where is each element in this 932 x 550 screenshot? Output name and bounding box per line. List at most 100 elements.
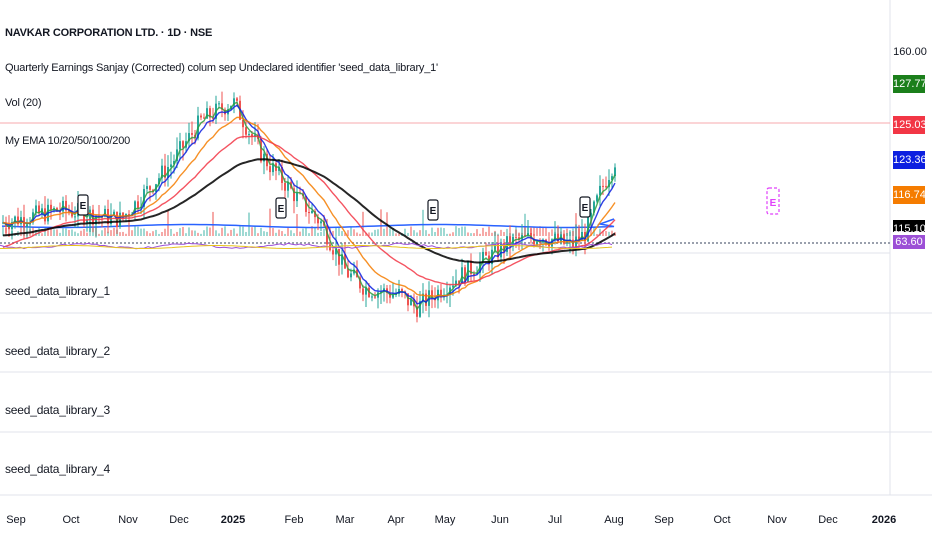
pane-label-3[interactable]: seed_data_library_3: [5, 403, 110, 417]
volume-bar: [218, 233, 220, 236]
volume-bar: [197, 232, 199, 236]
time-axis-label: Sep: [6, 514, 26, 526]
volume-bar: [359, 233, 361, 236]
volume-bar: [551, 229, 553, 236]
candle-body: [416, 306, 418, 317]
volume-bar: [608, 231, 610, 236]
time-axis-label: 2026: [871, 514, 897, 526]
volume-bar: [413, 230, 415, 236]
candle-body: [332, 250, 334, 255]
candle-body: [407, 293, 409, 306]
candle-body: [296, 192, 298, 202]
indicator-volume-label[interactable]: Vol (20): [5, 97, 42, 109]
earnings-marker: [579, 196, 591, 218]
indicator-ema-label[interactable]: My EMA 10/20/50/100/200: [5, 135, 131, 147]
pane-label-1[interactable]: seed_data_library_1: [5, 284, 110, 298]
candle-body: [149, 186, 151, 190]
time-axis-label: Aug: [604, 514, 624, 526]
volume-bar: [488, 226, 490, 236]
symbol-title[interactable]: NAVKAR CORPORATION LTD. · 1D · NSE: [5, 27, 213, 39]
volume-bar: [296, 214, 298, 236]
volume-bar: [278, 229, 280, 236]
volume-bar: [533, 227, 535, 236]
candle-body: [248, 134, 250, 136]
volume-bar: [374, 229, 376, 236]
pane-label-2[interactable]: seed_data_library_2: [5, 344, 110, 358]
volume-bar: [119, 232, 121, 236]
candle-body: [458, 280, 460, 284]
volume-bar: [446, 233, 448, 236]
candle-body: [461, 267, 463, 284]
volume-bar: [128, 226, 130, 236]
volume-bar: [377, 229, 379, 236]
candle-body: [74, 216, 76, 218]
candle-body: [50, 204, 52, 210]
candle-body: [401, 289, 403, 292]
candle-body: [293, 188, 295, 202]
volume-bar: [395, 233, 397, 236]
volume-bar: [20, 227, 22, 236]
volume-bar: [419, 230, 421, 236]
volume-bar: [350, 227, 352, 236]
candle-body: [269, 166, 271, 173]
volume-bar: [188, 227, 190, 236]
volume-bar: [449, 233, 451, 236]
volume-bar: [443, 228, 445, 236]
volume-bar: [470, 233, 472, 236]
candle-body: [38, 205, 40, 214]
volume-bar: [392, 227, 394, 236]
candle-body: [305, 196, 307, 212]
volume-bar: [464, 226, 466, 236]
candle-body: [122, 212, 124, 218]
volume-bar: [266, 231, 268, 236]
candle-body: [245, 127, 247, 135]
price-tag-ema20: 123.36: [893, 151, 927, 169]
time-axis-label: Jul: [547, 514, 563, 526]
candle-body: [509, 236, 511, 247]
candle-body: [35, 205, 37, 213]
candle-body: [65, 200, 67, 211]
volume-bar: [233, 228, 235, 236]
candle-body: [533, 238, 535, 245]
volume-bar: [287, 226, 289, 236]
candle-body: [482, 251, 484, 262]
volume-bar: [107, 231, 109, 236]
volume-bar: [71, 229, 73, 236]
price-tag-ema50: 116.74: [893, 186, 926, 204]
time-axis-label: May: [434, 514, 456, 526]
volume-bar: [131, 230, 133, 236]
candle-body: [611, 176, 613, 180]
volume-bar: [251, 227, 253, 236]
volume-bar: [269, 208, 271, 236]
candle-body: [596, 195, 598, 202]
volume-bar: [104, 227, 106, 236]
pane-label-4[interactable]: seed_data_library_4: [5, 462, 110, 476]
candle-body: [341, 254, 343, 265]
volume-bar: [437, 227, 439, 236]
volume-bar: [308, 233, 310, 236]
volume-bar: [416, 232, 418, 236]
volume-bar: [356, 232, 358, 236]
candle-body: [272, 163, 274, 173]
candle-body: [113, 211, 115, 215]
volume-bar: [500, 229, 502, 236]
candle-body: [551, 239, 553, 247]
indicator-earnings-label[interactable]: Quarterly Earnings Sanjay (Corrected) co…: [5, 62, 438, 74]
volume-bar: [65, 228, 67, 236]
volume-bar: [110, 230, 112, 236]
volume-bar: [389, 228, 391, 236]
candle-body: [200, 115, 202, 118]
price-tag-ema200: 115.10: [893, 220, 925, 232]
volume-bar: [362, 211, 364, 236]
candle-body: [494, 243, 496, 250]
volume-bar: [146, 231, 148, 236]
volume-bar: [311, 226, 313, 236]
candle-body: [284, 182, 286, 191]
volume-bar: [299, 231, 301, 236]
candle-body: [455, 280, 457, 286]
volume-bar: [371, 232, 373, 236]
candle-body: [179, 141, 181, 150]
candle-body: [338, 248, 340, 265]
